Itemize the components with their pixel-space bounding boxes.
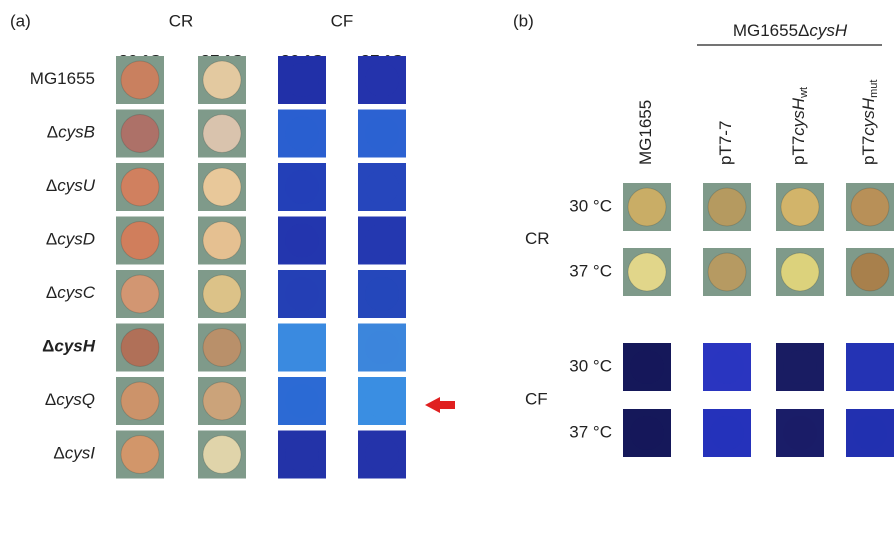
- strain-label: ΔcysD: [46, 230, 95, 249]
- text-part: pT7: [859, 136, 878, 165]
- text-part: wt: [798, 87, 810, 99]
- colony: [851, 253, 889, 291]
- colony: [285, 224, 319, 258]
- text-part: Δ: [45, 390, 56, 409]
- text-part: Δ: [53, 444, 64, 463]
- colony: [285, 117, 319, 151]
- colony: [851, 188, 889, 226]
- text-part: cysC: [57, 283, 96, 302]
- colony: [203, 168, 241, 206]
- colony: [783, 416, 817, 450]
- colony: [121, 115, 159, 153]
- text-part: pT7: [789, 136, 808, 165]
- colony: [203, 436, 241, 474]
- strain-label: MG1655: [30, 69, 95, 88]
- colony: [203, 222, 241, 260]
- group-label: CF: [525, 389, 548, 408]
- colony: [853, 350, 887, 384]
- text-part: Δ: [46, 230, 57, 249]
- temp-label: 30 °C: [569, 356, 612, 375]
- arrow: [425, 397, 455, 413]
- page: (a) (b) CRCF30 °C37 °C30 °C37 °CMG1655Δc…: [0, 0, 895, 545]
- colony: [203, 329, 241, 367]
- colony: [365, 224, 399, 258]
- text-part: cysH: [809, 21, 848, 40]
- panel-label: (a): [10, 11, 31, 30]
- text-part: cysH: [54, 337, 95, 356]
- text-part: cysH: [859, 97, 878, 136]
- text-part: MG1655: [636, 100, 655, 165]
- colony: [365, 331, 399, 365]
- colony: [121, 329, 159, 367]
- colony: [203, 61, 241, 99]
- temp-label: 30 °C: [569, 196, 612, 215]
- strain-label: ΔcysU: [46, 176, 96, 195]
- group-label: CF: [331, 11, 354, 30]
- panel-label: (b): [513, 11, 534, 30]
- text-part: cysH: [789, 97, 808, 136]
- colony: [365, 438, 399, 472]
- colony: [203, 115, 241, 153]
- colony: [285, 170, 319, 204]
- figure: (a) (b) CRCF30 °C37 °C30 °C37 °CMG1655Δc…: [0, 0, 895, 545]
- colony: [285, 277, 319, 311]
- colony: [781, 188, 819, 226]
- text-part: cysD: [57, 230, 95, 249]
- text-part: mut: [868, 80, 880, 98]
- group-label: CR: [169, 11, 194, 30]
- text-part: pT7-7: [716, 121, 735, 165]
- text-part: Δ: [46, 176, 57, 195]
- colony: [285, 384, 319, 418]
- colony: [285, 63, 319, 97]
- text-part: cysI: [65, 444, 96, 463]
- colony: [365, 277, 399, 311]
- temp-label: 37 °C: [569, 422, 612, 441]
- colony: [710, 350, 744, 384]
- strain-label: ΔcysQ: [45, 390, 95, 409]
- colony: [121, 61, 159, 99]
- colony: [121, 275, 159, 313]
- strain-label: ΔcysI: [53, 444, 95, 463]
- colony: [203, 275, 241, 313]
- colony: [628, 188, 666, 226]
- colony: [630, 350, 664, 384]
- colony: [121, 382, 159, 420]
- colony: [783, 350, 817, 384]
- colony: [121, 168, 159, 206]
- colony: [365, 117, 399, 151]
- colony: [203, 382, 241, 420]
- colony: [781, 253, 819, 291]
- text-part: MG1655Δ: [733, 21, 810, 40]
- colony: [365, 63, 399, 97]
- colony: [365, 384, 399, 418]
- header: MG1655ΔcysH: [733, 21, 848, 40]
- colony: [708, 188, 746, 226]
- strain-label: ΔcysB: [47, 123, 95, 142]
- column-label: pT7cysHwt: [789, 87, 809, 165]
- column-label: pT7-7: [716, 121, 735, 165]
- column-label: MG1655: [636, 100, 655, 165]
- colony: [853, 416, 887, 450]
- text-part: Δ: [42, 337, 54, 356]
- colony: [285, 331, 319, 365]
- group-label: CR: [525, 229, 550, 248]
- colony: [121, 436, 159, 474]
- colony: [710, 416, 744, 450]
- temp-label: 37 °C: [569, 261, 612, 280]
- text-part: cysB: [58, 123, 95, 142]
- colony: [708, 253, 746, 291]
- column-label: pT7cysHmut: [859, 80, 879, 165]
- strain-label: ΔcysC: [46, 283, 96, 302]
- colony: [285, 438, 319, 472]
- text-part: MG1655: [30, 69, 95, 88]
- text-part: cysQ: [56, 390, 95, 409]
- colony: [628, 253, 666, 291]
- text-part: Δ: [47, 123, 58, 142]
- colony: [121, 222, 159, 260]
- text-part: cysU: [57, 176, 96, 195]
- text-part: Δ: [46, 283, 57, 302]
- strain-label: ΔcysH: [42, 337, 96, 356]
- colony: [630, 416, 664, 450]
- colony: [365, 170, 399, 204]
